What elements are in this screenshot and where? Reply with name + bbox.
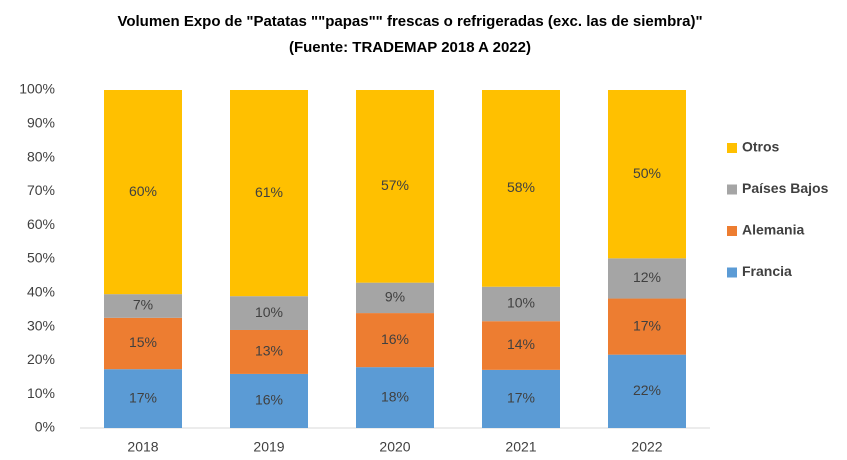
data-label: 22%: [633, 382, 661, 398]
legend-label: Otros: [742, 139, 780, 155]
y-tick-label: 90%: [27, 115, 55, 131]
bar-segment: [104, 317, 182, 370]
y-tick-label: 40%: [27, 284, 55, 300]
data-label: 10%: [255, 304, 283, 320]
bar-segment: [104, 369, 182, 428]
bar-segment: [482, 286, 560, 322]
x-tick-label: 2019: [253, 439, 284, 455]
data-label: 58%: [507, 179, 535, 195]
bar-segment: [356, 313, 434, 368]
bar-segment: [608, 298, 686, 355]
legend-swatch: [727, 143, 737, 153]
data-label: 10%: [507, 295, 535, 311]
bar-segment: [230, 329, 308, 374]
data-label: 61%: [255, 184, 283, 200]
bar-segment: [608, 90, 686, 259]
data-label: 7%: [133, 297, 153, 313]
data-label: 17%: [507, 390, 535, 406]
bar-segment: [482, 321, 560, 370]
data-label: 18%: [381, 388, 409, 404]
data-label: 13%: [255, 343, 283, 359]
bar-segment: [608, 354, 686, 428]
bar-segment: [356, 90, 434, 283]
y-tick-label: 0%: [35, 419, 55, 435]
x-tick-label: 2022: [631, 439, 662, 455]
data-label: 15%: [129, 334, 157, 350]
data-label: 16%: [255, 392, 283, 408]
data-label: 16%: [381, 331, 409, 347]
legend-swatch: [727, 267, 737, 278]
x-tick-label: 2021: [505, 439, 536, 455]
y-tick-label: 80%: [27, 148, 55, 164]
data-label: 12%: [633, 269, 661, 285]
bar-segment: [104, 90, 182, 295]
legend-label: Francia: [742, 263, 792, 279]
chart-subtitle: (Fuente: TRADEMAP 2018 A 2022): [289, 39, 531, 56]
y-tick-label: 10%: [27, 385, 55, 401]
data-label: 57%: [381, 177, 409, 193]
chart-title: Volumen Expo de "Patatas ""papas"" fresc…: [117, 13, 702, 30]
x-tick-label: 2020: [379, 439, 410, 455]
data-label: 60%: [129, 183, 157, 199]
bar-segment: [230, 90, 308, 297]
y-tick-label: 50%: [27, 250, 55, 266]
bar-segment: [356, 282, 434, 314]
legend-label: Alemania: [742, 222, 804, 238]
data-label: 50%: [633, 165, 661, 181]
data-label: 14%: [507, 336, 535, 352]
legend-swatch: [727, 226, 737, 236]
data-label: 17%: [129, 389, 157, 405]
y-tick-label: 30%: [27, 317, 55, 333]
bar-segment: [356, 367, 434, 428]
y-tick-label: 70%: [27, 182, 55, 198]
bar-segment: [230, 373, 308, 428]
y-tick-label: 60%: [27, 216, 55, 232]
y-tick-label: 100%: [19, 81, 55, 97]
legend-swatch: [727, 184, 737, 195]
y-tick-label: 20%: [27, 351, 55, 367]
bar-segment: [230, 296, 308, 330]
data-label: 9%: [385, 289, 405, 305]
bar-segment: [482, 369, 560, 428]
x-tick-label: 2018: [127, 439, 158, 455]
bar-segment: [104, 294, 182, 318]
bar-segment: [608, 258, 686, 299]
bar-segment: [482, 90, 560, 287]
data-label: 17%: [633, 317, 661, 333]
legend-label: Países Bajos: [742, 180, 829, 196]
